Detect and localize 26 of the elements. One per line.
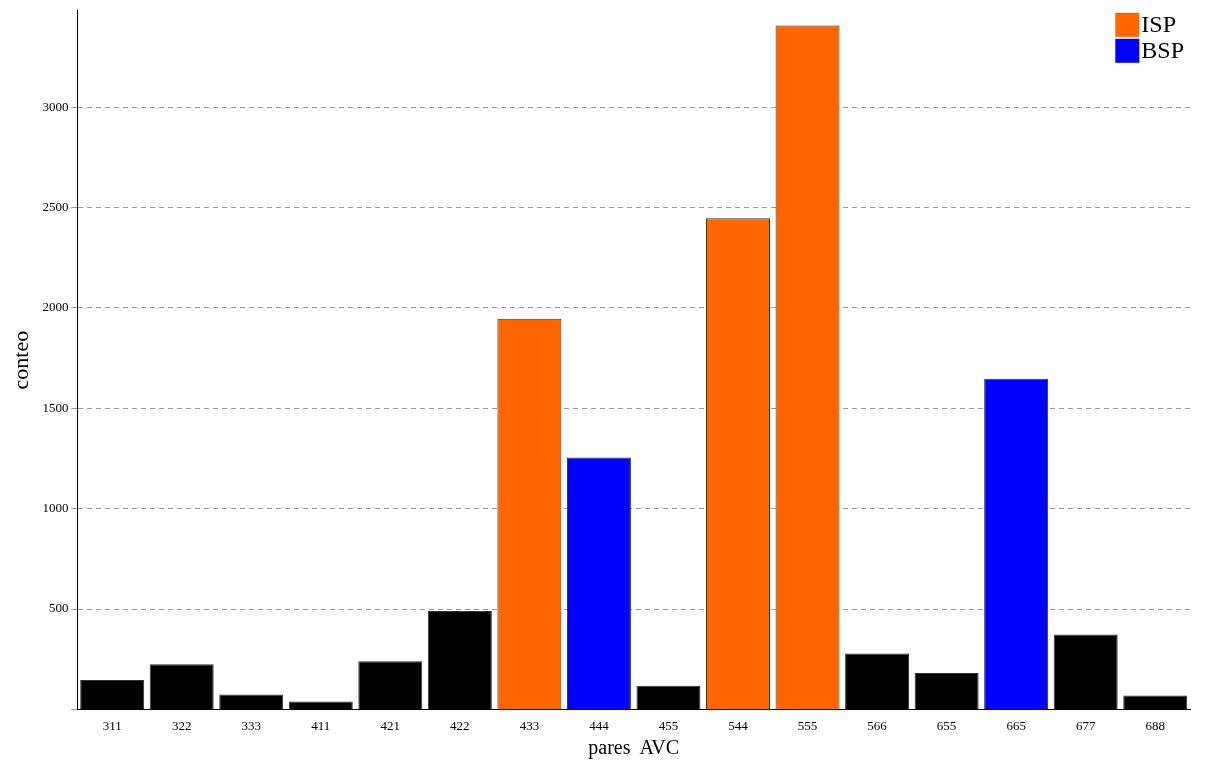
x-tick-label: 333 xyxy=(241,717,261,733)
y-axis-title: conteo xyxy=(7,330,33,390)
x-tick-label: 555 xyxy=(797,717,818,733)
x-tick-label: 421 xyxy=(380,717,401,733)
x-tick-label: 455 xyxy=(658,717,679,733)
x-tick-label: 311 xyxy=(102,717,122,733)
legend-label: BSP xyxy=(1141,37,1184,64)
x-tick-label: 688 xyxy=(1145,717,1165,733)
y-tick-label: 3000 xyxy=(42,98,69,114)
x-tick-label: 411 xyxy=(311,717,331,733)
y-tick-label: 2500 xyxy=(42,198,69,214)
legend-label: ISP xyxy=(1141,11,1176,38)
x-tick-label: 665 xyxy=(1006,717,1026,733)
x-tick-label: 422 xyxy=(450,717,470,733)
x-tick-label: 433 xyxy=(519,717,540,733)
x-tick-label: 655 xyxy=(936,717,957,733)
x-axis-title: pares AVC xyxy=(588,736,680,760)
x-tick-label: 566 xyxy=(867,717,888,733)
x-tick-label: 544 xyxy=(728,717,749,733)
y-tick-label: 500 xyxy=(48,600,69,616)
y-tick-label: 2000 xyxy=(42,299,69,315)
y-tick-label: 1500 xyxy=(42,399,69,415)
y-tick-label: 1000 xyxy=(42,500,69,516)
x-tick-label: 444 xyxy=(589,717,610,733)
x-tick-label: 677 xyxy=(1075,717,1096,733)
x-tick-label: 322 xyxy=(171,717,192,733)
